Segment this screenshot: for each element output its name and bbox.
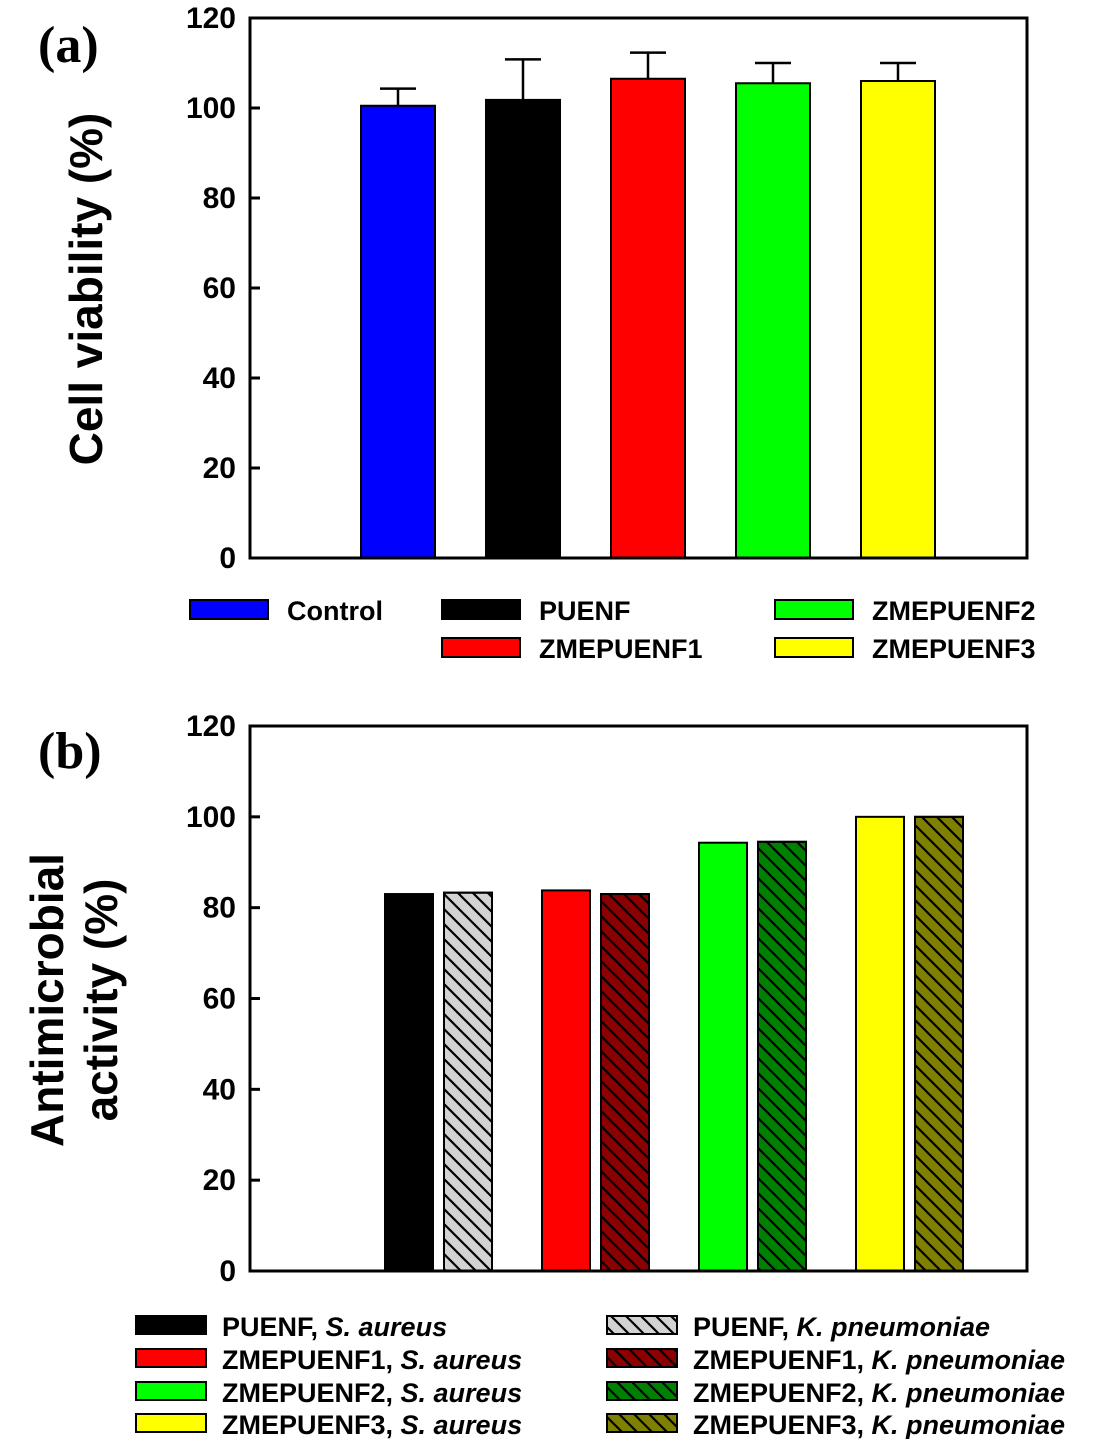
legend-label-zmepuenf3-k-pneumoniae: ZMEPUENF3, K. pneumoniae — [693, 1410, 1065, 1439]
legend-label-zmepuenf2: ZMEPUENF2 — [872, 596, 1036, 626]
legend-swatch-zmepuenf3-s-aureus — [135, 1413, 207, 1433]
bar-control — [360, 104, 436, 559]
bar-hatch-zmepuenf3-k-pneumoniae — [914, 815, 964, 1272]
bar-hatch-zmepuenf1-k-pneumoniae — [600, 893, 650, 1273]
legend-label-control: Control — [287, 596, 383, 626]
panel-a-y-tick-label: 120 — [186, 2, 236, 35]
legend-swatch-hatch-puenf-k-pneumoniae — [606, 1315, 678, 1335]
bar-puenf — [485, 98, 561, 560]
panel-a-y-axis-title: Cell viability (%) — [60, 113, 112, 466]
legend-swatch-hatch-zmepuenf3-k-pneumoniae — [606, 1413, 678, 1433]
bar-zmepuenf1-s-aureus — [541, 889, 591, 1272]
legend-label-zmepuenf3: ZMEPUENF3 — [872, 634, 1036, 664]
panel-b-y-tick-label: 60 — [203, 983, 236, 1016]
legend-swatch-zmepuenf2 — [774, 599, 854, 620]
panel-b-label: (b) — [38, 723, 102, 780]
legend-label-puenf-s-aureus: PUENF, S. aureus — [222, 1312, 447, 1342]
bar-zmepuenf3 — [860, 80, 936, 559]
panel-b-y-tick-label: 80 — [203, 892, 236, 925]
panel-b-y-axis-title-line-1: Antimicrobial — [21, 853, 73, 1147]
panel-a-y-tick-label: 100 — [186, 92, 236, 125]
panel-b-y-tick-label: 100 — [186, 801, 236, 834]
legend-swatch-hatch-zmepuenf1-k-pneumoniae — [606, 1348, 678, 1368]
panel-a-error-bars — [380, 51, 916, 106]
panel-a-legend: Control PUENF ZMEPUENF2 ZMEPUENF1 ZMEPUENF3 — [189, 596, 1036, 664]
bar-hatch-puenf-k-pneumoniae — [443, 891, 493, 1272]
panel-b-bars — [384, 815, 964, 1273]
bar-zmepuenf2-s-aureus — [698, 841, 748, 1272]
legend-label-zmepuenf2-s-aureus: ZMEPUENF2, S. aureus — [222, 1378, 522, 1408]
bar-hatch-zmepuenf2-k-pneumoniae — [757, 840, 807, 1272]
panel-a-label: (a) — [38, 17, 99, 74]
legend-label-zmepuenf1-s-aureus: ZMEPUENF1, S. aureus — [222, 1345, 522, 1375]
legend-label-puenf: PUENF — [539, 596, 631, 626]
panel-a-y-tick-label: 60 — [203, 272, 236, 305]
panel-a-cell-viability-chart: (a) Cell viability (%) 0 20 40 60 80 100 120 C… — [38, 2, 1036, 664]
legend-swatch-hatch-zmepuenf2-k-pneumoniae — [606, 1381, 678, 1401]
panel-b-legend: PUENF, S. aureus PUENF, K. pneumoniaeZMEP… — [135, 1312, 1065, 1439]
bar-zmepuenf1 — [610, 77, 686, 559]
legend-label-zmepuenf3-s-aureus: ZMEPUENF3, S. aureus — [222, 1410, 522, 1439]
panel-b-y-tick-label: 0 — [219, 1255, 236, 1288]
legend-label-puenf-k-pneumoniae: PUENF, K. pneumoniae — [693, 1312, 990, 1342]
panel-b-y-tick-label: 40 — [203, 1073, 236, 1106]
legend-label-zmepuenf2-k-pneumoniae: ZMEPUENF2, K. pneumoniae — [693, 1378, 1065, 1408]
bar-zmepuenf2 — [735, 82, 811, 559]
panel-b-y-tick-label: 20 — [203, 1164, 236, 1197]
bar-zmepuenf3-s-aureus — [855, 815, 905, 1272]
panel-b-plot-frame — [248, 724, 1029, 1273]
legend-label-zmepuenf1-k-pneumoniae: ZMEPUENF1, K. pneumoniae — [693, 1345, 1065, 1375]
panel-a-y-tick-label: 40 — [203, 362, 236, 395]
legend-swatch-zmepuenf2-s-aureus — [135, 1381, 207, 1401]
legend-swatch-zmepuenf3 — [774, 637, 854, 658]
panel-a-y-tick-label: 80 — [203, 182, 236, 215]
bar-puenf-s-aureus — [384, 893, 434, 1273]
panel-b-y-tick-label: 120 — [186, 710, 236, 743]
legend-swatch-puenf — [441, 599, 521, 620]
legend-label-zmepuenf1: ZMEPUENF1 — [539, 634, 703, 664]
panel-a-bars — [360, 77, 936, 560]
panel-b-antimicrobial-chart: (b) Antimicrobial activity (%) 0 20 40 60 80… — [21, 710, 1065, 1439]
legend-swatch-control — [189, 599, 269, 620]
panel-a-y-tick-label: 20 — [203, 452, 236, 485]
legend-swatch-zmepuenf1 — [441, 637, 521, 658]
legend-swatch-zmepuenf1-s-aureus — [135, 1348, 207, 1368]
legend-swatch-puenf-s-aureus — [135, 1315, 207, 1335]
panel-a-y-tick-label: 0 — [219, 542, 236, 575]
panel-b-y-axis-title-line-2: activity (%) — [75, 879, 127, 1122]
panel-a-plot-frame — [248, 16, 1029, 560]
